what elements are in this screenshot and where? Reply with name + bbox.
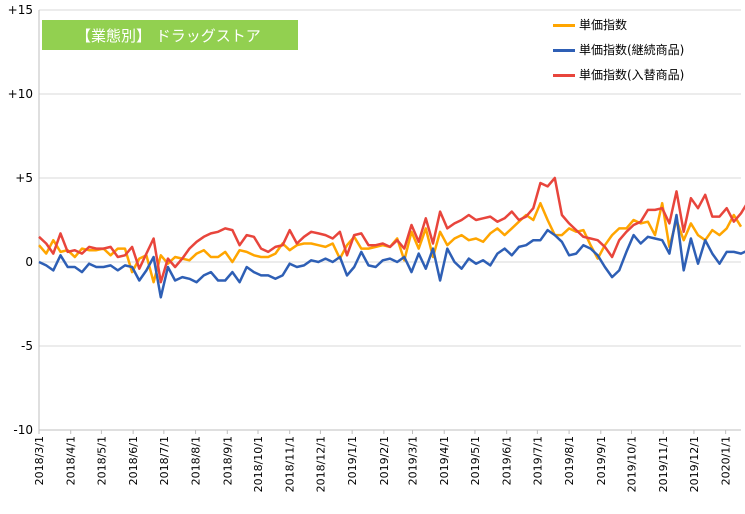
x-tick-label: 2018/7/1 xyxy=(158,436,171,485)
x-tick-label: 2019/3/1 xyxy=(407,436,420,485)
x-tick-label: 2019/1/1 xyxy=(346,436,359,485)
y-tick-label: -5 xyxy=(21,339,33,353)
y-tick-label: -10 xyxy=(13,423,33,437)
x-tick-label: 2018/3/1 xyxy=(33,436,46,485)
x-tick-label: 2018/5/1 xyxy=(95,436,108,485)
x-tick-label: 2019/8/1 xyxy=(563,436,576,485)
legend-item-1: 単価指数(継続商品) xyxy=(553,37,733,62)
series-line-0 xyxy=(38,201,743,284)
x-tick-label: 2019/12/1 xyxy=(688,436,701,492)
x-tick-label: 2019/11/1 xyxy=(657,436,670,492)
x-tick-label: 2018/4/1 xyxy=(65,436,78,485)
y-tick-label: 0 xyxy=(25,255,33,269)
x-tick-label: 2019/5/1 xyxy=(469,436,482,485)
x-tick-label: 2018/10/1 xyxy=(252,436,265,492)
x-tick-label: 2018/12/1 xyxy=(314,436,327,492)
x-tick-label: 2018/6/1 xyxy=(127,436,140,485)
x-tick-label: 2019/7/1 xyxy=(531,436,544,485)
series-line-2 xyxy=(38,176,745,284)
x-tick-label: 2018/11/1 xyxy=(284,436,297,492)
x-tick-label: 2020/1/1 xyxy=(720,436,733,485)
legend-swatch-0 xyxy=(553,24,575,27)
legend-item-0: 単価指数 xyxy=(553,12,733,37)
x-tick-label: 2019/2/1 xyxy=(378,436,391,485)
legend-item-2: 単価指数(入替商品) xyxy=(553,62,733,87)
x-tick-label: 2018/9/1 xyxy=(221,436,234,485)
legend: 単価指数 単価指数(継続商品) 単価指数(入替商品) xyxy=(553,12,733,87)
series-line-1 xyxy=(38,213,745,299)
legend-swatch-1 xyxy=(553,49,575,52)
y-axis-ticks: +15 +10 +5 0 -5 -10 xyxy=(8,3,33,437)
x-tick-label: 2019/10/1 xyxy=(626,436,639,492)
x-tick-label: 2019/9/1 xyxy=(595,436,608,485)
y-tick-label: +5 xyxy=(15,171,33,185)
series-lines xyxy=(38,176,745,299)
x-tick-label: 2019/4/1 xyxy=(438,436,451,485)
legend-label-2: 単価指数(入替商品) xyxy=(579,68,685,82)
x-tick-label: 2019/6/1 xyxy=(501,436,514,485)
chart-title: 【業態別】 ドラッグストア xyxy=(42,20,298,50)
legend-label-0: 単価指数 xyxy=(579,18,628,32)
legend-label-1: 単価指数(継続商品) xyxy=(579,43,685,57)
gridlines xyxy=(38,9,741,431)
legend-swatch-2 xyxy=(553,74,575,77)
y-tick-label: +15 xyxy=(8,3,33,17)
x-axis-ticks: 2018/3/1 2018/4/1 2018/5/1 2018/6/1 2018/7/1… xyxy=(33,430,733,492)
y-tick-label: +10 xyxy=(8,87,33,101)
x-tick-label: 2018/8/1 xyxy=(190,436,203,485)
